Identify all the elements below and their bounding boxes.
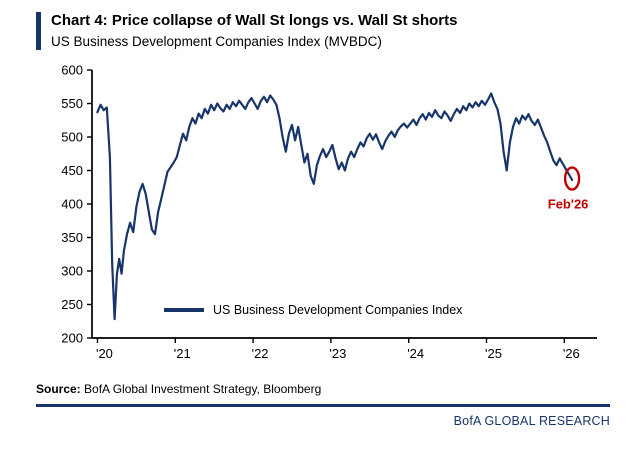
- x-tick-label: '24: [407, 346, 424, 361]
- source-label: Source:: [36, 382, 81, 397]
- annotation-circle: [563, 166, 581, 192]
- y-tick-label: 550: [61, 96, 83, 111]
- x-tick-label: '22: [252, 346, 269, 361]
- y-tick-label: 250: [61, 297, 83, 312]
- x-tick-label: '26: [563, 346, 580, 361]
- chart-subtitle: US Business Development Companies Index …: [51, 33, 382, 49]
- price-line: [96, 92, 574, 321]
- legend: US Business Development Companies Index: [164, 303, 462, 317]
- brand-mark: BofA GLOBAL RESEARCH: [453, 414, 610, 429]
- line-chart-svg: 200 250 300 350 400 450 500 550 600 '20 '21 '22 '23 '…: [61, 63, 597, 361]
- y-tick-label: 300: [61, 264, 83, 279]
- x-tick-label: '20: [96, 346, 113, 361]
- x-tick-label: '25: [485, 346, 502, 361]
- y-tick-label: 350: [61, 230, 83, 245]
- source-text: BofA Global Investment Strategy, Bloombe…: [80, 382, 322, 397]
- y-tick-label: 500: [61, 130, 83, 145]
- annotation-label: Feb'26: [548, 197, 589, 212]
- y-tick-label: 600: [61, 63, 83, 78]
- y-tick-label: 450: [61, 163, 83, 178]
- legend-label: US Business Development Companies Index: [213, 303, 463, 318]
- title-block: Chart 4: Price collapse of Wall St longs…: [51, 12, 457, 50]
- footer-divider: [36, 404, 610, 408]
- x-tick-label: '21: [174, 346, 191, 361]
- chart-area: 200 250 300 350 400 450 500 550 600 '20 '21 '22 '23 '…: [36, 60, 621, 370]
- chart-title: Chart 4: Price collapse of Wall St longs…: [51, 12, 458, 29]
- x-tick-label: '23: [329, 346, 346, 361]
- chart-header: Chart 4: Price collapse of Wall St longs…: [36, 12, 610, 51]
- y-tick-label: 400: [61, 197, 83, 212]
- title-accent-bar: [36, 12, 41, 51]
- source-note: Source: BofA Global Investment Strategy,…: [36, 382, 610, 396]
- y-tick-label: 200: [61, 331, 83, 346]
- legend-line-swatch: [164, 308, 204, 313]
